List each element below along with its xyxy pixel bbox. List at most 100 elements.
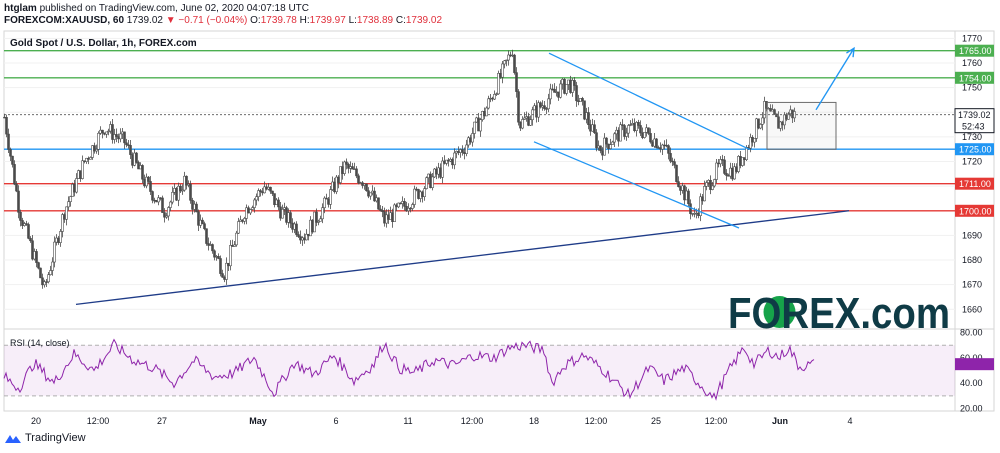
candle-body <box>373 190 376 202</box>
candle-body <box>425 177 428 189</box>
candle-body <box>227 262 230 267</box>
candle-body <box>709 180 712 190</box>
candle-body <box>263 186 266 194</box>
candle-body <box>115 134 118 137</box>
candle-body <box>345 161 348 165</box>
candle-body <box>49 270 52 275</box>
candle-body <box>465 144 468 154</box>
candle-body <box>229 245 232 267</box>
candle-body <box>107 130 110 133</box>
level-price-badge <box>955 204 994 217</box>
rsi-tick-label: 80.00 <box>960 328 983 338</box>
price-tick-label: 1720 <box>962 157 982 167</box>
candle-body <box>587 112 590 126</box>
level-price-label: 1754.00 <box>959 73 992 83</box>
candle-body <box>137 162 140 170</box>
candle-body <box>479 119 482 132</box>
low-label: L: <box>348 15 357 26</box>
candle-body <box>147 176 150 182</box>
candle-body <box>199 219 202 226</box>
candle-body <box>27 224 30 239</box>
candle-body <box>243 218 246 222</box>
candle-body <box>379 208 382 211</box>
candle-body <box>131 154 134 166</box>
candle-body <box>603 137 606 156</box>
candle-body <box>497 73 500 95</box>
price-tick-label: 1750 <box>962 83 982 93</box>
candle-body <box>51 261 54 271</box>
candle-body <box>629 124 632 126</box>
change-arrow-icon: ▼ <box>165 15 176 26</box>
candle-body <box>21 220 24 226</box>
candle-body <box>209 244 212 246</box>
candle-body <box>517 91 520 123</box>
candle-body <box>495 93 498 95</box>
candle-body <box>93 145 96 152</box>
time-tick-label: May <box>249 416 267 426</box>
candle-body <box>667 145 670 154</box>
candle-body <box>553 88 556 93</box>
candle-body <box>149 181 152 192</box>
candle-body <box>239 219 242 222</box>
candle-body <box>169 201 172 208</box>
candle-body <box>687 190 690 205</box>
projection-arrow <box>815 47 855 111</box>
candle-body <box>507 54 510 61</box>
candle-body <box>605 137 608 145</box>
candle-body <box>515 72 518 92</box>
rsi-indicator <box>3 338 815 401</box>
candle-body <box>207 243 210 246</box>
candle-body <box>193 203 196 210</box>
publish-info: htglam published on TradingView.com, Jun… <box>4 3 309 14</box>
bar-countdown-label: 52:43 <box>962 122 985 132</box>
candle-body <box>65 206 68 220</box>
forex-logo: FOREX.com <box>728 289 950 338</box>
price-change: −0.71 (−0.04%) <box>178 15 248 26</box>
forex-logo-coin-icon <box>763 296 796 328</box>
candle-body <box>189 183 192 201</box>
candle-body <box>763 101 766 119</box>
candle-body <box>329 189 332 205</box>
candle-body <box>571 80 574 93</box>
candle-body <box>611 141 614 145</box>
candle-body <box>181 189 184 192</box>
candle-body <box>81 160 84 179</box>
candle-body <box>623 125 626 137</box>
candle-body <box>625 132 628 137</box>
level-price-label: 1700.00 <box>959 206 992 216</box>
tradingview-brand[interactable]: TradingView <box>4 432 86 444</box>
candle-body <box>719 159 722 165</box>
candle-body <box>635 122 638 132</box>
candle-body <box>673 161 676 166</box>
candle-body <box>231 245 234 247</box>
candle-body <box>273 193 276 205</box>
candle-body <box>113 134 116 140</box>
candle-body <box>47 274 50 283</box>
candle-body <box>7 133 10 150</box>
candle-body <box>5 117 8 135</box>
candle-body <box>101 129 104 134</box>
candle-body <box>613 133 616 143</box>
rsi-axis: 20.00 40.00 60.00 80.00 <box>955 328 994 413</box>
candle-body <box>201 219 204 225</box>
candle-body <box>755 118 758 139</box>
time-axis[interactable]: 20 12:00 27 May 6 11 12:00 18 12:00 25 12:00 Jun 4 <box>31 416 853 426</box>
candle-body <box>151 191 154 201</box>
symbol-name: FOREXCOM:XAUUSD, 60 <box>4 15 125 26</box>
publisher-name[interactable]: htglam <box>4 3 37 14</box>
price-axis[interactable]: 1660167016801690170017101720173017401750… <box>954 33 995 314</box>
candle-body <box>453 152 456 166</box>
candle-body <box>183 175 186 191</box>
trendlines[interactable] <box>4 46 955 306</box>
candle-body <box>621 124 624 126</box>
candle-body <box>175 188 178 201</box>
candle-body <box>305 233 308 241</box>
level-price-badge <box>955 44 994 57</box>
candle-body <box>521 119 524 129</box>
candle-body <box>761 117 764 125</box>
candle-body <box>87 157 90 160</box>
candle-body <box>223 276 226 280</box>
candle-body <box>503 60 506 65</box>
candle-body <box>35 251 38 263</box>
